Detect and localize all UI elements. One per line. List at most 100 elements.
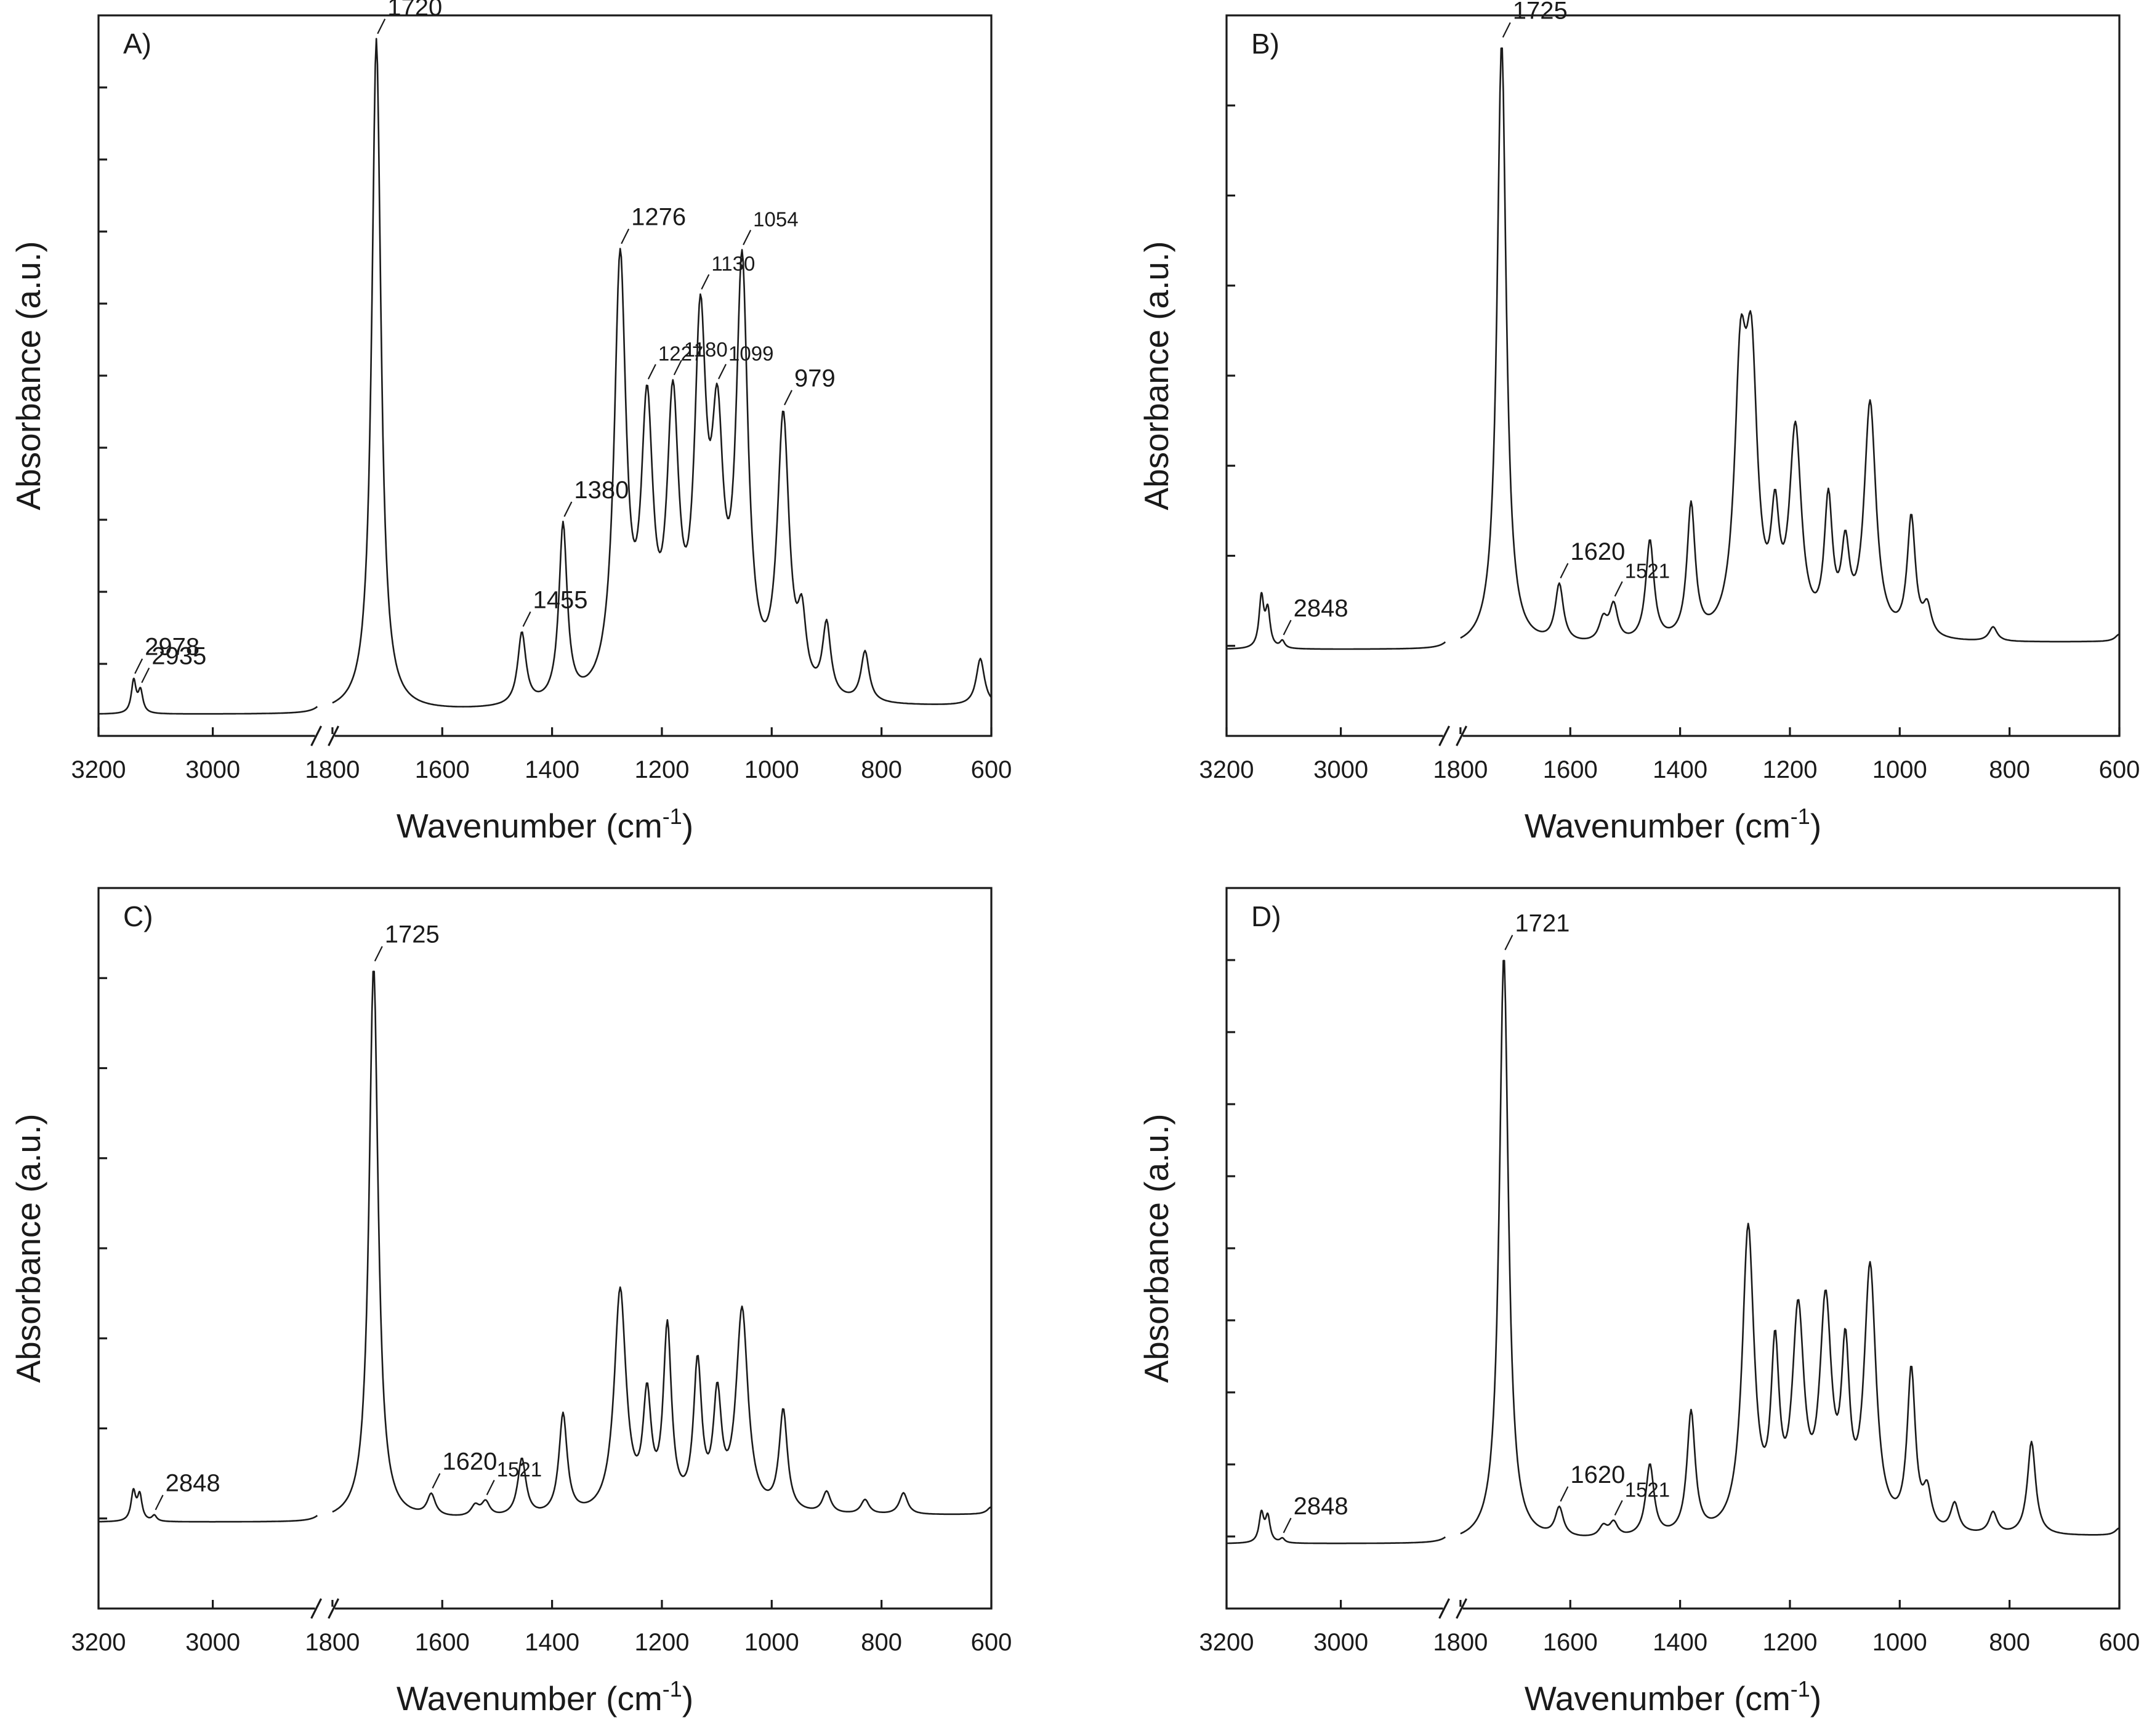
x-axis-title-close: ) bbox=[1810, 807, 1821, 845]
axis-break-mark bbox=[328, 725, 340, 746]
y-axis-title: Absorbance (a.u.) bbox=[9, 1113, 47, 1383]
axis-break-mark bbox=[310, 725, 323, 746]
x-tick-label: 3000 bbox=[1313, 756, 1368, 783]
peak-annotation: 2935 bbox=[151, 643, 206, 670]
x-tick-label: 1000 bbox=[1872, 1629, 1927, 1656]
x-tick-label: 1600 bbox=[1543, 756, 1598, 783]
x-tick-label: 600 bbox=[971, 1629, 1012, 1656]
annotation-leader bbox=[486, 1480, 495, 1495]
spectrum-line bbox=[1460, 959, 2120, 1536]
x-tick-label: 3200 bbox=[1199, 756, 1254, 783]
annotation-leader bbox=[1560, 1486, 1569, 1502]
peak-annotation: 1180 bbox=[684, 338, 728, 361]
peak-annotation: 2848 bbox=[166, 1470, 220, 1497]
x-tick-label: 3200 bbox=[71, 1629, 126, 1656]
x-axis-title: Wavenumber (cm-1) bbox=[397, 1676, 693, 1718]
x-tick-label: 1800 bbox=[305, 1629, 360, 1656]
x-axis-title-close: ) bbox=[1810, 1679, 1821, 1718]
annotation-leader bbox=[647, 364, 656, 380]
x-tick-label: 1400 bbox=[1653, 756, 1707, 783]
x-tick-label: 1200 bbox=[634, 756, 689, 783]
axis-break-mark bbox=[328, 1598, 340, 1619]
panel-label: C) bbox=[123, 900, 153, 932]
x-axis-title-superscript: -1 bbox=[663, 804, 682, 829]
peak-annotation: 1130 bbox=[711, 252, 755, 275]
annotation-leader bbox=[1504, 934, 1513, 950]
y-axis-title: Absorbance (a.u.) bbox=[1137, 241, 1175, 510]
x-axis-title-close: ) bbox=[682, 1679, 693, 1718]
panel-a: 3200 3000 1800 1600 1400 1200 1000 800 600 A) 2978… bbox=[9, 0, 1012, 845]
annotation-leader bbox=[718, 363, 727, 379]
plot-frame bbox=[97, 887, 993, 1610]
annotation-leader bbox=[134, 658, 143, 674]
axis-break-gap bbox=[1443, 734, 1463, 738]
peak-annotation: 1620 bbox=[442, 1448, 497, 1476]
annotation-leader bbox=[673, 360, 682, 376]
peak-annotation: 2848 bbox=[1294, 1493, 1348, 1520]
plot-frame bbox=[97, 14, 993, 737]
panel-b: 3200 3000 1800 1600 1400 1200 1000 800 600 B) 2848… bbox=[1137, 0, 2140, 845]
x-tick-label: 1400 bbox=[525, 1629, 579, 1656]
x-tick-label: 800 bbox=[1989, 756, 2030, 783]
peak-annotation: 1521 bbox=[1625, 1479, 1670, 1501]
axis-break-mark bbox=[1438, 1598, 1451, 1619]
peak-annotation: 1720 bbox=[387, 0, 442, 21]
annotation-leader bbox=[377, 18, 386, 34]
peak-annotation: 1620 bbox=[1570, 538, 1625, 565]
x-tick-label: 1200 bbox=[1762, 1629, 1817, 1656]
peak-annotation: 1620 bbox=[1570, 1461, 1625, 1488]
annotation-leader bbox=[1283, 620, 1292, 636]
axis-break-mark bbox=[1456, 1598, 1468, 1619]
x-tick-label: 1600 bbox=[415, 756, 470, 783]
x-tick-label: 600 bbox=[2099, 756, 2140, 783]
x-tick-label: 800 bbox=[861, 756, 902, 783]
x-axis-title: Wavenumber (cm-1) bbox=[1525, 1676, 1821, 1718]
x-axis-title-close: ) bbox=[682, 807, 693, 845]
peak-annotation: 1380 bbox=[574, 477, 629, 504]
x-tick-label: 1800 bbox=[305, 756, 360, 783]
peak-annotation: 1276 bbox=[631, 204, 686, 231]
axis-break-gap bbox=[315, 1607, 335, 1610]
annotation-leader bbox=[432, 1473, 441, 1489]
peak-annotation: 1521 bbox=[497, 1458, 542, 1481]
panel-d: 3200 3000 1800 1600 1400 1200 1000 800 600 D) 2848… bbox=[1137, 887, 2140, 1718]
x-axis-title: Wavenumber (cm-1) bbox=[397, 804, 693, 845]
annotation-leader bbox=[374, 946, 383, 962]
annotation-leader bbox=[155, 1495, 164, 1511]
x-tick-label: 600 bbox=[971, 756, 1012, 783]
peak-annotation: 1054 bbox=[753, 208, 798, 231]
spectrum-line bbox=[332, 971, 992, 1516]
peak-annotation: 1725 bbox=[385, 921, 440, 948]
x-tick-label: 1600 bbox=[415, 1629, 470, 1656]
x-tick-label: 1000 bbox=[1872, 756, 1927, 783]
peak-annotation: 979 bbox=[794, 365, 836, 392]
annotation-leader bbox=[701, 274, 710, 290]
x-tick-label: 1400 bbox=[1653, 1629, 1707, 1656]
annotation-leader bbox=[141, 668, 150, 684]
spectrum-line bbox=[1226, 1509, 1446, 1544]
x-tick-label: 1800 bbox=[1433, 756, 1488, 783]
x-tick-label: 800 bbox=[861, 1629, 902, 1656]
x-axis-title: Wavenumber (cm-1) bbox=[1525, 804, 1821, 845]
peak-annotation: 1725 bbox=[1513, 0, 1568, 25]
spectrum-line bbox=[1460, 47, 2120, 643]
x-tick-label: 3200 bbox=[71, 756, 126, 783]
x-tick-label: 3000 bbox=[1313, 1629, 1368, 1656]
x-tick-label: 1000 bbox=[744, 1629, 799, 1656]
x-axis-title-superscript: -1 bbox=[1791, 1676, 1810, 1702]
annotation-leader bbox=[743, 230, 752, 246]
axis-break-mark bbox=[310, 1598, 323, 1619]
axis-break-gap bbox=[315, 734, 335, 738]
x-tick-label: 3000 bbox=[185, 1629, 240, 1656]
peak-annotation: 2978 bbox=[145, 634, 199, 661]
x-tick-label: 600 bbox=[2099, 1629, 2140, 1656]
peak-annotation: 1721 bbox=[1515, 910, 1570, 937]
annotation-leader bbox=[1614, 581, 1623, 597]
x-tick-label: 1200 bbox=[1762, 756, 1817, 783]
spectrum-line bbox=[98, 677, 318, 715]
plot-frame bbox=[1225, 14, 2121, 737]
spectrum-line bbox=[332, 38, 993, 708]
annotation-leader bbox=[1560, 563, 1569, 579]
x-axis-title-superscript: -1 bbox=[1791, 804, 1810, 829]
